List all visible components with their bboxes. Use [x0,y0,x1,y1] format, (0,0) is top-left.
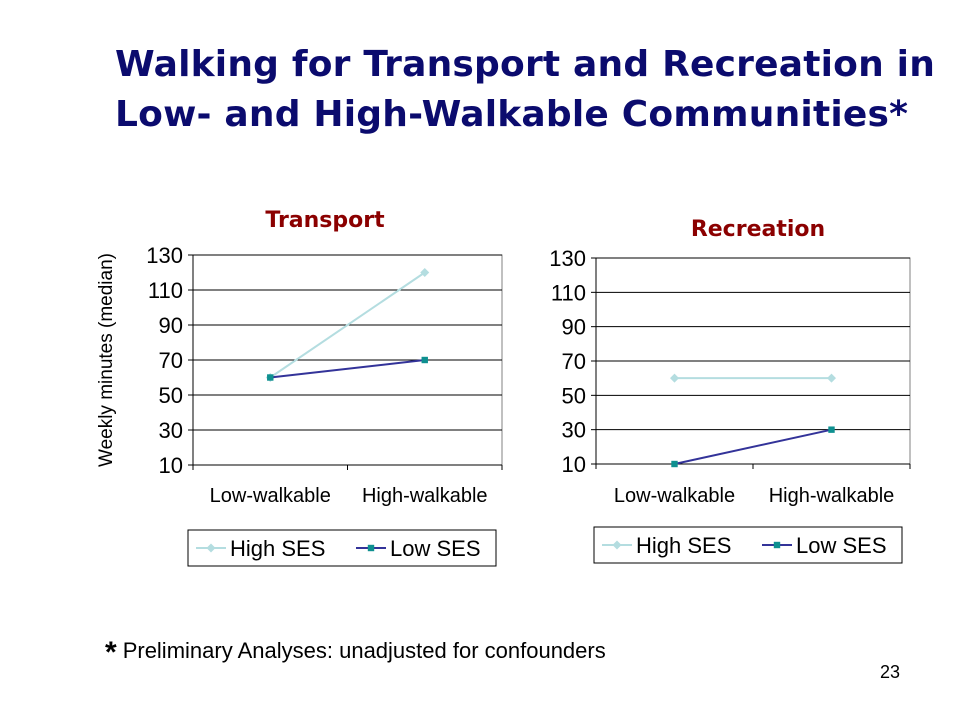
y-tick-label: 130 [146,243,183,268]
x-tick-label: Low-walkable [210,485,331,507]
legend-box [187,529,497,567]
y-tick-label: 110 [148,278,183,303]
y-tick-label: 50 [159,383,183,408]
x-tick-label: High-walkable [362,485,488,507]
y-axis-label: Weekly minutes (median) [96,253,117,467]
data-point-low-ses [421,356,428,364]
footnote: * Preliminary Analyses: unadjusted for co… [105,636,606,670]
data-point-low-ses [267,374,274,381]
y-tick-label: 70 [159,348,183,373]
legend-marker-high-ses [206,543,216,553]
legend-label-low-ses: Low SES [390,536,481,561]
legend-marker-low-ses [367,544,375,552]
title-line-2: Low- and High-Walkable Communities* [115,94,909,135]
slide-title: Walking for Transport and Recreation in … [115,40,945,140]
chart-title: Transport [265,208,385,233]
footnote-text: Preliminary Analyses: unadjusted for con… [122,638,606,663]
title-line-1: Walking for Transport and Recreation in [115,44,936,85]
series-line-high-ses [269,271,426,379]
y-tick-label: 90 [159,313,183,338]
series-line-low-ses [270,359,425,379]
y-tick-label: 10 [159,453,183,478]
page-number: 23 [880,662,901,682]
footnote-star: * [105,636,117,669]
data-point-high-ses [420,268,430,277]
y-tick-label: 30 [159,418,183,443]
legend-label-high-ses: High SES [230,536,325,561]
